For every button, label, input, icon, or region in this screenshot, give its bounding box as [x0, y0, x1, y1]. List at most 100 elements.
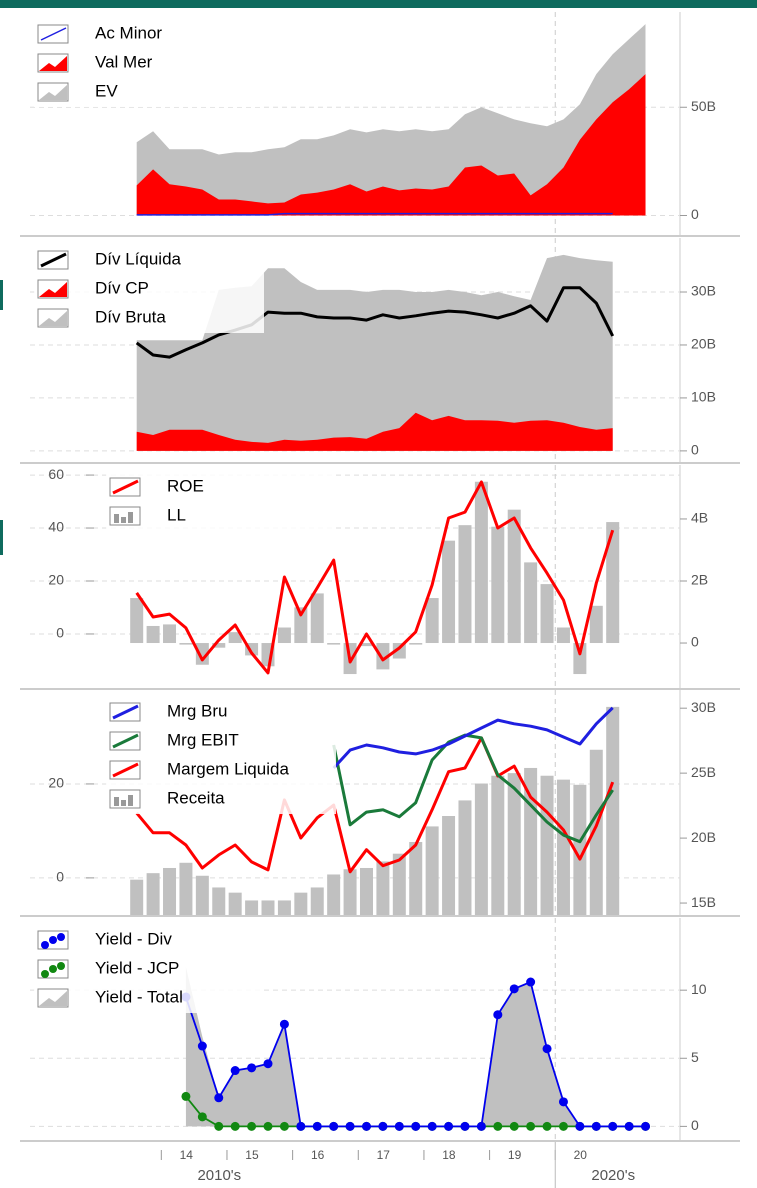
legend-icon: [39, 282, 67, 297]
dot: [312, 1121, 322, 1131]
bar: [327, 643, 341, 645]
bar: [163, 867, 177, 915]
legend-background: [106, 473, 336, 531]
legend-icon: [128, 512, 133, 523]
dot: [394, 1121, 404, 1131]
side-marker: [0, 280, 3, 310]
dot: [526, 977, 536, 987]
y-tick-label: 10: [691, 981, 707, 997]
legend-icon: [121, 800, 126, 806]
bar: [376, 643, 390, 670]
plot-area: [30, 918, 680, 1140]
legend-icon: [112, 762, 139, 778]
dot: [542, 1044, 552, 1054]
dot: [427, 1121, 437, 1131]
bar: [409, 643, 423, 645]
legend-label: Yield - Total: [95, 987, 183, 1006]
legend-icon: [112, 704, 139, 720]
dot: [181, 1091, 191, 1101]
dot: [197, 1041, 207, 1051]
legend-icon: [41, 970, 49, 978]
bar: [556, 627, 570, 644]
line: [136, 212, 613, 216]
line: [135, 286, 615, 359]
legend-icon: [39, 56, 67, 71]
dot: [624, 1121, 634, 1131]
y-tick-label: 10B: [691, 389, 716, 405]
bar: [130, 879, 144, 915]
bar: [540, 584, 554, 644]
x-tick-label: 16: [311, 1148, 325, 1162]
y-tick-label: 20: [48, 775, 64, 791]
dot: [509, 1121, 519, 1131]
y-tick-label: 20B: [691, 336, 716, 352]
decade-label: 2020's: [591, 1167, 635, 1184]
legend-label: Margem Liquida: [167, 759, 289, 778]
bar: [507, 509, 521, 644]
dot: [279, 1121, 289, 1131]
dot: [493, 1010, 503, 1020]
dot: [493, 1121, 503, 1131]
dot: [263, 1059, 273, 1069]
legend-icon: [112, 733, 139, 749]
bar: [540, 775, 554, 915]
dot: [558, 1097, 568, 1107]
y-tick-label: 0: [691, 634, 699, 650]
bar: [524, 562, 538, 644]
dot: [542, 1121, 552, 1131]
legend-label: Mrg Bru: [167, 701, 227, 720]
legend-label: Mrg EBIT: [167, 730, 239, 749]
legend-icon: [39, 311, 67, 326]
bar: [130, 598, 144, 644]
bar: [606, 522, 620, 644]
x-tick-label: 17: [377, 1148, 391, 1162]
bar: [310, 887, 324, 915]
dot: [345, 1121, 355, 1131]
legend-icon: [41, 941, 49, 949]
bar: [589, 605, 603, 644]
dot: [378, 1121, 388, 1131]
bar: [146, 873, 160, 915]
line: [135, 736, 615, 874]
bar: [277, 900, 291, 915]
legend-label: LL: [167, 505, 186, 524]
dot: [263, 1121, 273, 1131]
legend-icon: [114, 797, 119, 806]
bar: [524, 767, 538, 915]
dot: [214, 1093, 224, 1103]
y-tick-label: 50B: [691, 98, 716, 114]
y-tick-label: 0: [691, 206, 699, 222]
bar: [573, 643, 587, 675]
bar: [146, 625, 160, 644]
line: [332, 733, 614, 844]
bar: [277, 627, 291, 644]
bar: [343, 869, 357, 915]
x-tick-label: 19: [508, 1148, 522, 1162]
line: [135, 480, 615, 675]
legend-icon: [112, 479, 139, 495]
legend-icon: [57, 933, 65, 941]
y-tick-label: 30B: [691, 283, 716, 299]
plot-area: [30, 690, 680, 915]
legend-icon: [39, 85, 67, 100]
bar: [359, 643, 373, 647]
legend-icon: [57, 962, 65, 970]
legend-icon: [121, 517, 126, 523]
legend-icon: [39, 991, 67, 1006]
bar: [163, 624, 177, 644]
bar: [491, 775, 505, 915]
bar: [474, 481, 488, 644]
y-tick-label: 60: [48, 466, 64, 482]
legend-background: [34, 20, 264, 107]
y-tick-label: 5: [691, 1049, 699, 1065]
dot: [329, 1121, 339, 1131]
bar: [409, 841, 423, 915]
dot: [558, 1121, 568, 1131]
bar: [425, 598, 439, 644]
legend-icon: [49, 965, 57, 973]
legend-background: [106, 698, 336, 814]
bar: [442, 540, 456, 644]
x-tick-label: 15: [245, 1148, 259, 1162]
decade-label: 2010's: [197, 1167, 241, 1184]
y-tick-label: 20B: [691, 829, 716, 845]
